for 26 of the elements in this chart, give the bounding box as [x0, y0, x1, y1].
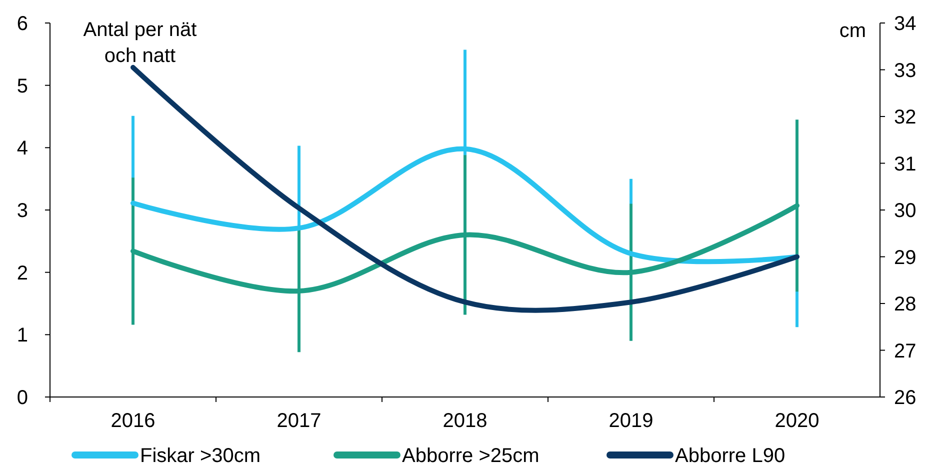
- legend-label: Abborre L90: [675, 445, 786, 467]
- y2-tick-label: 26: [894, 387, 916, 409]
- y2-tick-label: 31: [894, 153, 916, 176]
- y-tick-label: 3: [16, 200, 28, 222]
- x-tick-label: 2019: [608, 410, 654, 432]
- y2-tick-label: 27: [894, 340, 916, 362]
- y-axis-title: Antal per nät och natt: [83, 19, 198, 67]
- y2-tick-label: 30: [894, 200, 916, 222]
- legend-label: Abborre >25cm: [402, 445, 540, 467]
- x-tick-label: 2018: [442, 410, 488, 432]
- y2-tick-label: 34: [894, 13, 916, 35]
- y-tick-label: 2: [16, 262, 28, 284]
- x-tick-label: 2017: [276, 410, 322, 432]
- y-tick-label: 0: [16, 387, 28, 409]
- y-tick-label: 5: [16, 75, 28, 98]
- y-tick-label: 6: [16, 13, 28, 35]
- x-tick-label: 2016: [110, 410, 156, 432]
- y2-tick-label: 33: [894, 60, 916, 82]
- y2-tick-label: 29: [894, 246, 916, 269]
- y-tick-label: 4: [16, 138, 28, 160]
- y2-axis-title: cm: [839, 20, 866, 42]
- y-tick-label: 1: [16, 324, 28, 347]
- y2-tick-label: 32: [894, 106, 916, 128]
- y2-tick-label: 28: [894, 294, 916, 316]
- legend-label: Fiskar >30cm: [140, 445, 261, 467]
- x-tick-label: 2020: [774, 410, 820, 432]
